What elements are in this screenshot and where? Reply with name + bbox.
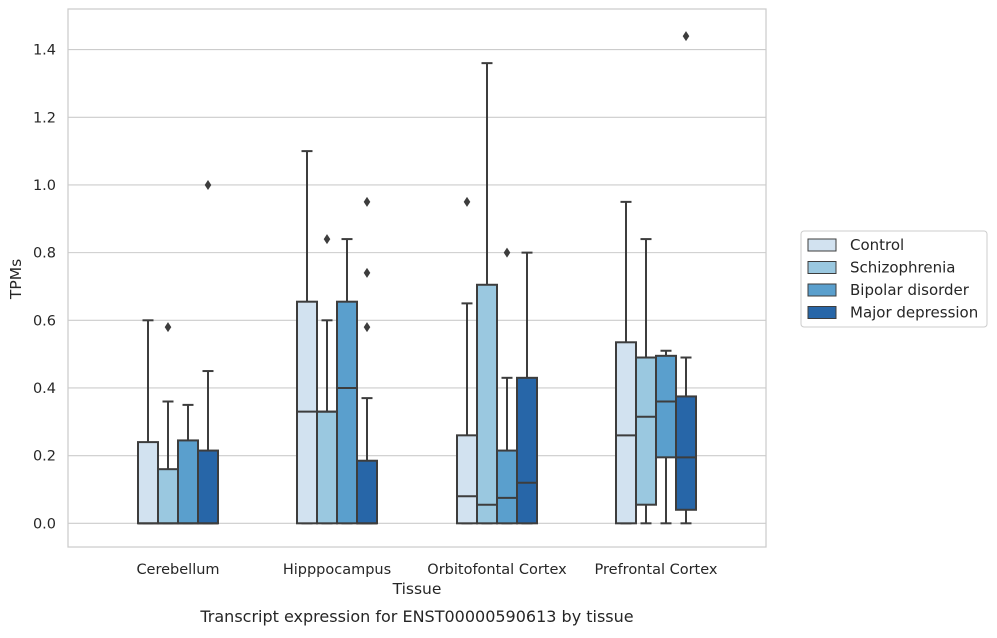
outlier-marker (164, 322, 172, 333)
box-iqr (635, 356, 657, 506)
legend-label: Control (850, 236, 904, 254)
box-iqr (496, 449, 518, 525)
box-iqr (456, 434, 478, 525)
outlier-marker (363, 196, 371, 207)
legend-label: Bipolar disorder (850, 281, 970, 299)
legend-item: Schizophrenia (807, 259, 955, 277)
box-iqr (177, 439, 199, 525)
x-axis-label: Tissue (392, 580, 442, 598)
box-series (137, 31, 697, 525)
box-hipppocampus (316, 234, 338, 525)
outlier-marker (323, 234, 331, 245)
legend: Control Schizophrenia Bipolar disorder Majo… (800, 230, 988, 328)
box-orbitofontal-cortex (516, 251, 538, 525)
y-tick-label: 0.0 (33, 516, 56, 532)
outlier-marker (363, 322, 371, 333)
x-tick-labels: Cerebellum Hipppocampus Orbitofontal Corte… (136, 562, 717, 578)
box-prefrontal-cortex (675, 31, 697, 525)
outlier-marker (363, 267, 371, 278)
box-hipppocampus (356, 196, 378, 525)
legend-item: Major depression (807, 304, 978, 322)
series-major-depression (197, 31, 697, 525)
box-iqr (655, 354, 677, 459)
y-tick-label: 0.8 (33, 246, 56, 262)
y-tick-label: 0.4 (33, 381, 56, 397)
box-orbitofontal-cortex (476, 62, 498, 525)
y-tick-labels: 0.0 0.2 0.4 0.6 0.8 1.0 1.2 1.4 (33, 43, 56, 533)
legend-swatch (807, 283, 837, 297)
box-iqr (197, 449, 219, 525)
outlier-marker (204, 179, 212, 190)
x-tick-label: Hipppocampus (283, 562, 391, 578)
y-tick-label: 0.6 (33, 313, 56, 329)
outlier-marker (682, 31, 690, 42)
chart-caption: Transcript expression for ENST0000059061… (199, 607, 633, 626)
outlier-marker (503, 247, 511, 258)
box-iqr (336, 300, 358, 525)
box-iqr (476, 283, 498, 525)
x-tick-label: Prefrontal Cortex (595, 562, 718, 578)
y-tick-label: 1.0 (33, 178, 56, 194)
box-iqr (157, 468, 179, 525)
box-cerebellum (197, 179, 219, 525)
series-schizophrenia (157, 62, 657, 525)
box-iqr (356, 459, 378, 525)
series-bipolar-disorder (177, 238, 677, 525)
legend-label: Major depression (850, 304, 978, 322)
legend-item: Control (807, 236, 904, 254)
legend-swatch (807, 238, 837, 252)
x-tick-label: Cerebellum (136, 562, 219, 578)
plot-frame (67, 8, 767, 548)
legend-swatch (807, 306, 837, 319)
box-iqr (316, 410, 338, 525)
y-tick-label: 0.2 (33, 449, 56, 465)
legend-frame (800, 230, 988, 328)
box-iqr (615, 341, 637, 525)
box-iqr (137, 441, 159, 525)
y-tick-label: 1.2 (33, 110, 56, 126)
outlier-marker (463, 196, 471, 207)
legend-item: Bipolar disorder (807, 281, 970, 299)
box-iqr (675, 395, 697, 511)
box-iqr (516, 376, 538, 525)
x-tick-label: Orbitofontal Cortex (427, 562, 567, 578)
box-hipppocampus (336, 238, 358, 525)
legend-swatch (807, 261, 837, 274)
y-tick-label: 1.4 (33, 43, 56, 59)
box-cerebellum (137, 319, 159, 525)
legend-items: Control Schizophrenia Bipolar disorder Majo… (807, 236, 978, 322)
legend-label: Schizophrenia (850, 259, 955, 277)
y-axis-label: TPMs (7, 259, 25, 300)
